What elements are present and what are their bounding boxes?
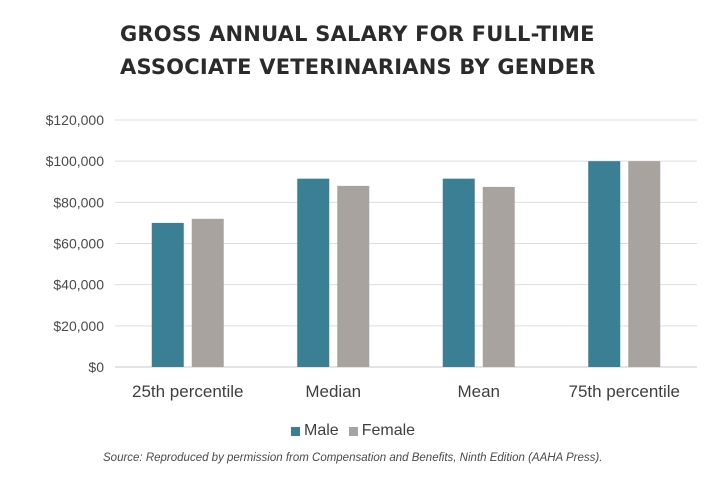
bar-female-1 [191, 218, 224, 367]
y-axis-tick-labels: $0 $20,000 $40,000 $60,000 $80,000 $100,000 $1… [46, 112, 105, 375]
x-axis-tick-labels: 25th percentile Median Mean 75th percentile [132, 382, 680, 401]
bar-male-1 [151, 222, 184, 367]
chart-title-line-2: ASSOCIATE VETERINARIANS BY GENDER [120, 55, 596, 79]
bar-chart: $0 $20,000 $40,000 $60,000 $80,000 $100,000 $1… [46, 112, 697, 401]
y-tick-label: $120,000 [46, 112, 105, 128]
legend-item-female: Female [348, 422, 416, 440]
bar-male-4 [588, 161, 621, 367]
y-tick-label: $40,000 [53, 277, 104, 293]
bar-male-3 [442, 178, 475, 367]
source-note: Source: Reproduced by permission from Co… [103, 452, 603, 464]
x-tick-label: 25th percentile [132, 382, 244, 401]
y-tick-label: $60,000 [53, 236, 104, 252]
legend-label-female: Female [361, 422, 416, 439]
x-tick-label: 75th percentile [568, 382, 680, 401]
y-tick-label: $20,000 [53, 318, 104, 334]
bars [151, 161, 661, 367]
chart-title: GROSS ANNUAL SALARY FOR FULL-TIME ASSOCI… [120, 18, 640, 84]
x-tick-label: Mean [457, 382, 500, 401]
bar-male-2 [297, 178, 330, 367]
legend-swatch-female [348, 426, 358, 436]
legend: Male Female [291, 422, 425, 440]
y-tick-label: $0 [88, 359, 104, 375]
bar-female-4 [628, 161, 661, 367]
legend-label-male: Male [304, 422, 339, 439]
legend-item-male: Male [291, 422, 339, 440]
legend-swatch-male [291, 426, 300, 436]
y-tick-label: $100,000 [46, 153, 105, 169]
chart-title-line-1: GROSS ANNUAL SALARY FOR FULL-TIME [120, 22, 595, 46]
bar-female-2 [337, 185, 370, 367]
x-tick-label: Median [305, 382, 361, 401]
y-tick-label: $80,000 [53, 194, 104, 210]
bar-female-3 [482, 186, 515, 367]
